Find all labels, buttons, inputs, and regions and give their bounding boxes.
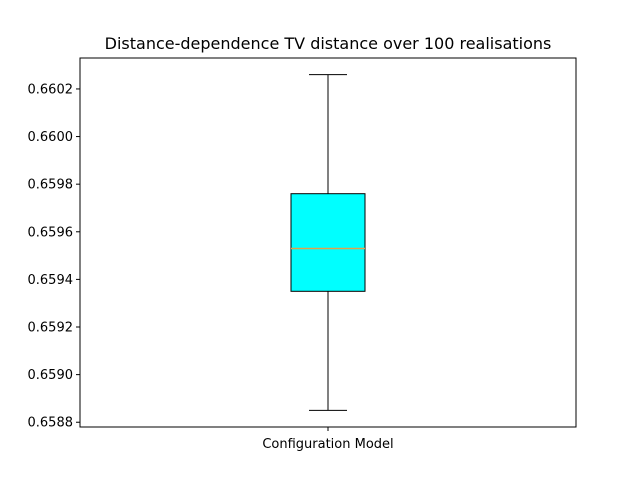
y-tick-label: 0.6598 <box>28 178 74 193</box>
x-tick-label: Configuration Model <box>262 437 393 452</box>
y-tick-label: 0.6596 <box>28 225 74 240</box>
y-tick-label: 0.6602 <box>28 82 74 97</box>
y-tick-label: 0.6588 <box>28 416 74 431</box>
box-group <box>290 74 366 411</box>
y-tick-label: 0.6590 <box>28 368 74 383</box>
chart-title: Distance-dependence TV distance over 100… <box>105 34 552 53</box>
y-tick-label: 0.6594 <box>28 273 74 288</box>
x-axis: Configuration Model <box>262 427 394 452</box>
y-axis: 0.6588 0.6590 0.6592 0.6594 0.6596 0.6598 0.66… <box>28 82 80 431</box>
y-tick-label: 0.6600 <box>28 130 74 145</box>
y-tick-label: 0.6592 <box>28 321 74 336</box>
iqr-box <box>290 193 366 292</box>
